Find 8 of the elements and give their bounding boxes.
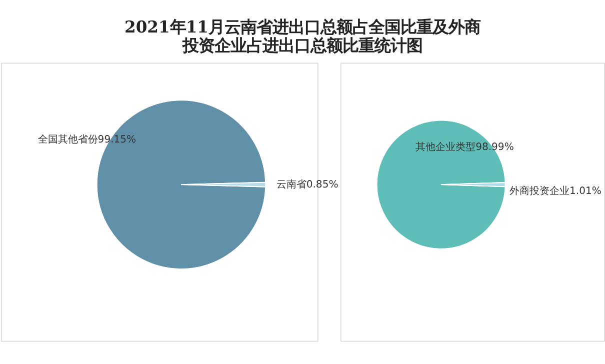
slice-label: 其他企业类型 bbox=[416, 141, 476, 154]
pie-slice bbox=[96, 100, 266, 270]
slice-label: 全国其他省份 bbox=[38, 133, 98, 146]
slice-label: 云南省 bbox=[276, 178, 306, 190]
data-label: 1.01% bbox=[570, 186, 602, 198]
chart-title: 2021年11月云南省进出口总额占全国比重及外商投资企业占进出口总额比重统计图 bbox=[124, 18, 480, 55]
data-label: 0.85% bbox=[306, 179, 338, 190]
slice-label: 外商投资企业 bbox=[510, 185, 570, 198]
